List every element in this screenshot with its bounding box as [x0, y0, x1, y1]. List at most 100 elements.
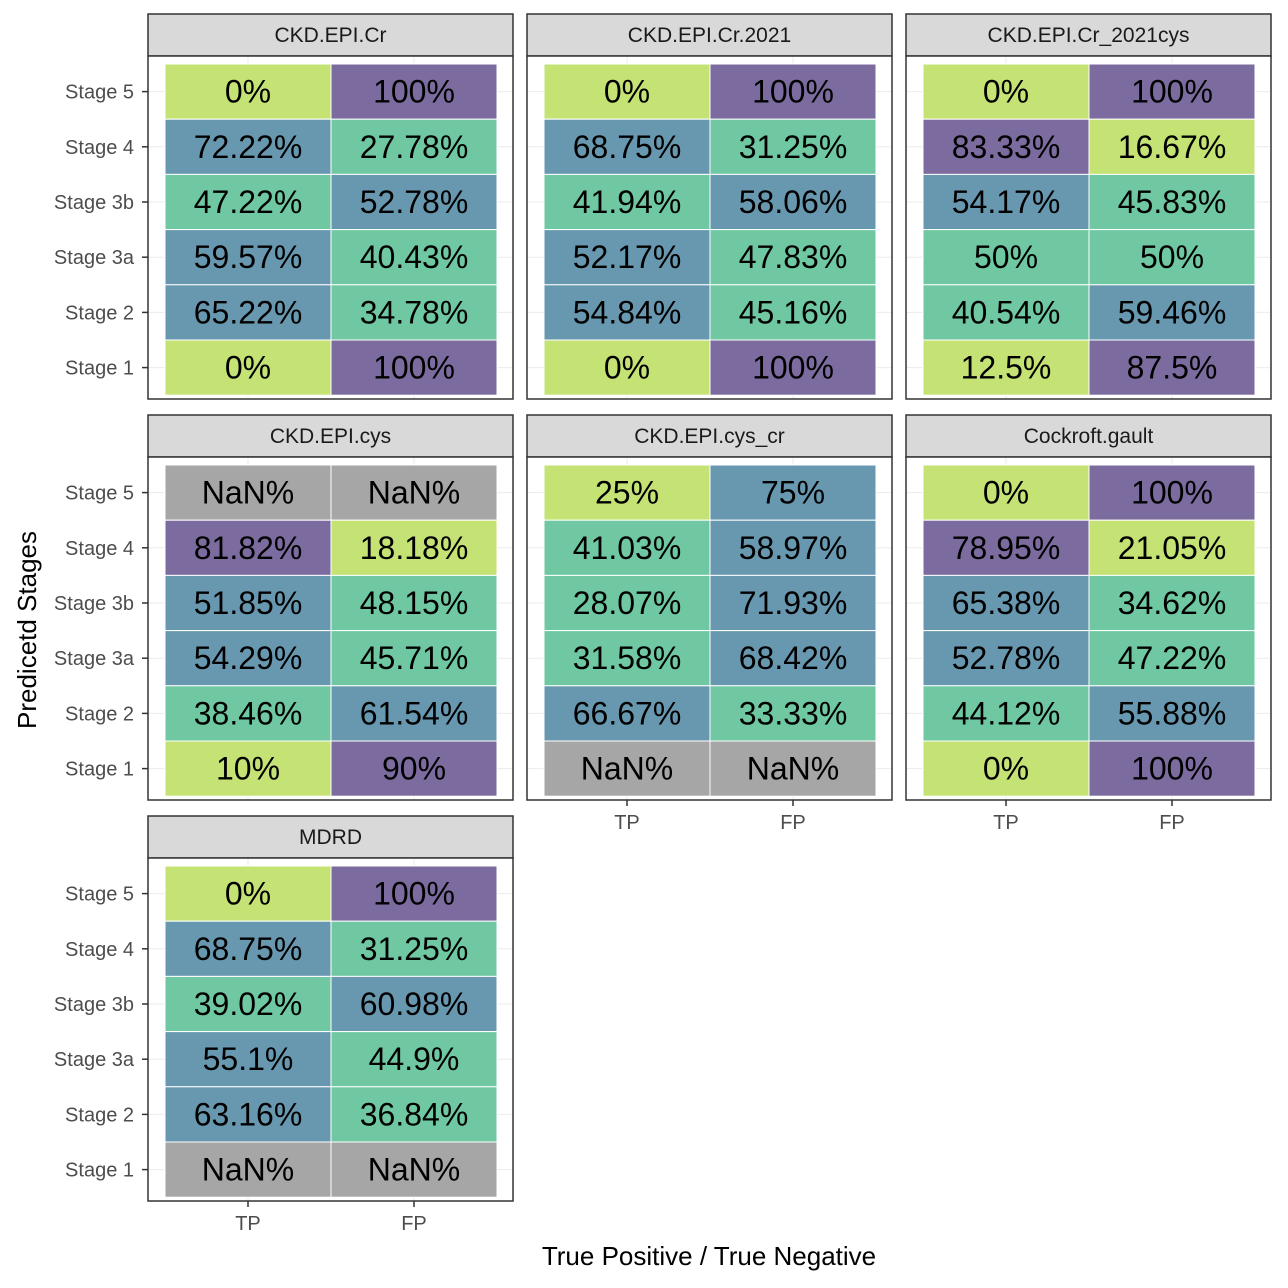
- facet-panel: MDRD 0% 100% 68.75% 31.25% 39.02% 60.98% 55.1% 4…: [54, 815, 514, 1235]
- tile-data-label: 83.33%: [952, 129, 1061, 165]
- heatmap-tile: [330, 975, 498, 1033]
- tile-data-label: 59.46%: [1118, 294, 1227, 330]
- heatmap-tile: [1088, 574, 1256, 632]
- heatmap-tile: [330, 630, 498, 687]
- heatmap-tile: [330, 574, 498, 632]
- heatmap-tile: [330, 63, 498, 120]
- y-tick-label: Stage 1: [65, 1160, 134, 1182]
- heatmap-tile: [709, 118, 877, 175]
- heatmap-tile: [543, 740, 711, 797]
- tile-data-label: NaN%: [202, 1152, 294, 1188]
- heatmap-tile: [164, 63, 332, 120]
- y-tick-label: Stage 2: [65, 1104, 134, 1126]
- tile-data-label: 41.03%: [573, 530, 682, 566]
- tile-data-label: 51.85%: [194, 585, 303, 621]
- facet-panel-border: [147, 456, 514, 801]
- tile-data-label: 100%: [752, 74, 834, 110]
- tile-data-label: 21.05%: [1118, 530, 1227, 566]
- tile-data-label: 0%: [983, 475, 1029, 511]
- heatmap-tile: [330, 920, 498, 977]
- heatmap-tile: [1088, 63, 1256, 120]
- tile-data-label: 41.94%: [573, 184, 682, 220]
- heatmap-tile: [709, 173, 877, 231]
- facet-strip: [147, 13, 514, 57]
- tile-data-label: 12.5%: [961, 350, 1052, 386]
- facet-panel-border: [526, 456, 893, 801]
- tile-data-label: 54.29%: [194, 640, 303, 676]
- heatmap-tile: [1088, 519, 1256, 576]
- tile-data-label: 28.07%: [573, 585, 682, 621]
- heatmap-tile: [709, 464, 877, 521]
- y-tick-label: Stage 3b: [54, 593, 134, 615]
- tile-data-label: 68.42%: [739, 640, 848, 676]
- y-tick-label: Stage 4: [65, 538, 134, 560]
- y-tick-label: Stage 1: [65, 759, 134, 781]
- heatmap-tile: [1088, 339, 1256, 396]
- facet-panel: CKD.EPI.Cr 0% 100% 72.22% 27.78% 47.22% 52.78%…: [54, 13, 514, 400]
- heatmap-tile: [164, 173, 332, 231]
- tile-data-label: 47.22%: [194, 184, 303, 220]
- tile-data-label: 0%: [225, 876, 271, 912]
- heatmap-tile: [164, 519, 332, 576]
- y-tick-label: Stage 3a: [54, 648, 135, 670]
- y-tick-label: Stage 2: [65, 703, 134, 725]
- tile-data-label: 39.02%: [194, 986, 303, 1022]
- facet-strip: [526, 13, 893, 57]
- y-tick-label: Stage 3b: [54, 192, 134, 214]
- y-tick-label: Stage 4: [65, 137, 134, 159]
- y-tick-label: Stage 1: [65, 358, 134, 380]
- tile-data-label: 0%: [225, 74, 271, 110]
- tile-data-label: 34.62%: [1118, 585, 1227, 621]
- tile-data-label: 87.5%: [1127, 350, 1218, 386]
- heatmap-tile: [709, 685, 877, 742]
- facet-strip: [905, 13, 1272, 57]
- tile-data-label: 50%: [1140, 239, 1204, 275]
- x-tick-label: FP: [780, 812, 806, 834]
- tile-data-label: 10%: [216, 751, 280, 787]
- facet-strip-label: MDRD: [299, 826, 362, 849]
- x-tick-label: TP: [614, 812, 640, 834]
- facet-panel: CKD.EPI.Cr.2021 0% 100% 68.75% 31.25% 41.94% 5…: [526, 13, 893, 400]
- tile-data-label: 66.67%: [573, 695, 682, 731]
- y-tick-label: Stage 3a: [54, 247, 135, 269]
- tile-data-label: 72.22%: [194, 129, 303, 165]
- tile-data-label: 27.78%: [360, 129, 469, 165]
- heatmap-tile: [709, 63, 877, 120]
- tile-data-label: 40.43%: [360, 239, 469, 275]
- tile-data-label: 55.1%: [203, 1041, 294, 1077]
- facet-panel-border: [526, 55, 893, 400]
- y-axis-title: Predicetd Stages: [12, 531, 42, 729]
- heatmap-tile: [1088, 284, 1256, 341]
- tile-data-label: 100%: [373, 350, 455, 386]
- y-tick-label: Stage 5: [65, 483, 134, 505]
- x-tick-label: FP: [1159, 812, 1185, 834]
- facet-panel-border: [147, 55, 514, 400]
- heatmap-tile: [1088, 630, 1256, 687]
- y-tick-label: Stage 4: [65, 939, 134, 961]
- tile-data-label: NaN%: [368, 1152, 460, 1188]
- heatmap-tile: [164, 740, 332, 797]
- heatmap-tile: [1088, 740, 1256, 797]
- tile-data-label: 45.16%: [739, 294, 848, 330]
- y-tick-label: Stage 5: [65, 82, 134, 104]
- tile-data-label: 58.06%: [739, 184, 848, 220]
- facet-strip-label: CKD.EPI.cys_cr: [634, 425, 785, 448]
- tile-data-label: 61.54%: [360, 695, 469, 731]
- tile-data-label: 0%: [604, 74, 650, 110]
- heatmap-tile: [922, 229, 1090, 286]
- heatmap-tile: [330, 173, 498, 231]
- heatmap-tile: [543, 63, 711, 120]
- tile-data-label: 100%: [1131, 475, 1213, 511]
- tile-data-label: 100%: [752, 350, 834, 386]
- heatmap-tile: [164, 1031, 332, 1088]
- tile-data-label: 100%: [1131, 74, 1213, 110]
- heatmap-tile: [543, 118, 711, 175]
- heatmap-tile: [164, 464, 332, 521]
- tile-data-label: 68.75%: [194, 931, 303, 967]
- heatmap-tile: [922, 574, 1090, 632]
- tile-data-label: NaN%: [368, 475, 460, 511]
- facet-panel: CKD.EPI.cys_cr 25% 75% 41.03% 58.97% 28.07% 71…: [526, 414, 893, 834]
- heatmap-tile: [330, 865, 498, 922]
- heatmap-tile: [164, 339, 332, 396]
